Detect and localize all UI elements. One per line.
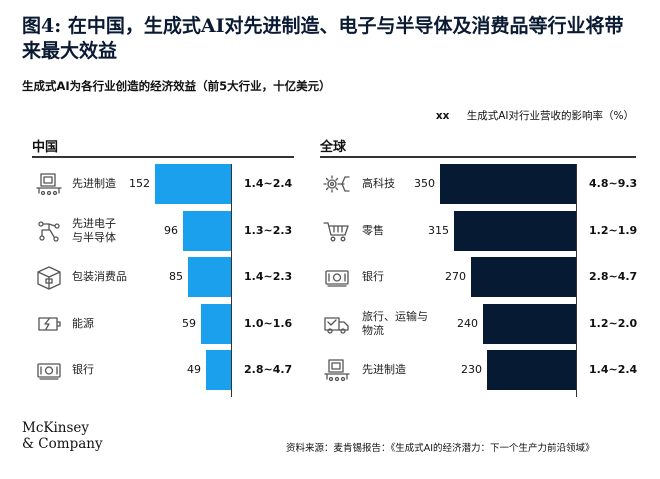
legend-marker: xx	[435, 110, 450, 122]
bar	[155, 164, 231, 204]
legend-text: 生成式AI对行业营收的影响率（%）	[466, 110, 634, 122]
impact-range-label: 1.4~2.3	[244, 270, 293, 283]
bar	[471, 257, 576, 297]
panel-rule	[320, 156, 636, 158]
package-icon	[34, 264, 64, 290]
chart-title: 图4: 在中国，生成式AI对先进制造、电子与半导体及消费品等行业将带来最大效益	[22, 15, 624, 62]
bank-icon	[34, 357, 64, 383]
impact-range-label: 1.4~2.4	[589, 363, 638, 376]
category-label: 先进制造	[72, 177, 116, 190]
bar-value-label: 49	[187, 363, 201, 376]
bar-value-label: 59	[182, 316, 196, 330]
bar	[201, 303, 231, 344]
bar	[440, 164, 576, 204]
bar	[183, 210, 231, 251]
manufacturing-icon	[34, 171, 64, 197]
bar	[188, 257, 231, 297]
bank-icon	[322, 264, 352, 290]
category-label: 包装消费品	[72, 270, 127, 283]
bar-value-label: 152	[129, 177, 150, 190]
bar-value-label: 350	[414, 177, 435, 190]
cart-icon	[322, 218, 352, 244]
panel-rule	[32, 156, 294, 158]
bar-value-label: 315	[428, 223, 449, 237]
energy-icon	[34, 311, 64, 337]
category-label: 零售	[362, 223, 384, 237]
category-label: 先进制造	[362, 363, 406, 376]
circuit-icon	[34, 218, 64, 244]
panel-title: 全球	[320, 140, 347, 155]
impact-range-label: 1.4~2.4	[244, 177, 293, 190]
bar	[487, 350, 576, 390]
category-label: 银行	[72, 363, 94, 376]
truck-icon	[322, 311, 352, 337]
bar-value-label: 230	[461, 363, 482, 376]
impact-range-label: 1.3~2.3	[244, 223, 293, 237]
mckinsey-logo: McKinsey & Company	[22, 420, 103, 452]
logo-line-2: & Company	[22, 436, 103, 452]
impact-range-label: 1.0~1.6	[244, 316, 293, 330]
manufacturing-icon	[322, 357, 352, 383]
category-label: 高科技	[362, 177, 395, 190]
bar-value-label: 96	[164, 223, 178, 237]
source-note: 资料来源：麦肯锡报告：《生成式AI的经济潜力：下一个生产力前沿领域》	[286, 443, 595, 454]
category-label: 先进电子 与半导体	[72, 216, 116, 244]
impact-range-label: 4.8~9.3	[589, 177, 638, 190]
impact-range-label: 1.2~1.9	[589, 223, 638, 237]
impact-range-label: 2.8~4.7	[589, 270, 638, 283]
bar	[206, 350, 231, 390]
impact-range-label: 1.2~2.0	[589, 316, 638, 330]
logo-line-1: McKinsey	[22, 420, 90, 436]
category-label: 旅行、运输与 物流	[362, 309, 428, 337]
legend: xx 生成式AI对行业营收的影响率（%）	[436, 108, 634, 123]
chart-subtitle: 生成式AI为各行业创造的经济效益（前5大行业，十亿美元）	[22, 79, 331, 93]
bar	[454, 210, 576, 251]
category-label: 能源	[72, 316, 94, 330]
bar-value-label: 85	[169, 270, 183, 283]
bar	[483, 303, 576, 344]
impact-range-label: 2.8~4.7	[244, 363, 293, 376]
bar-baseline	[231, 164, 232, 397]
panel-title: 中国	[32, 140, 59, 155]
bar-value-label: 240	[457, 316, 478, 330]
hightech-icon	[322, 171, 352, 197]
category-label: 银行	[362, 270, 384, 283]
bar-value-label: 270	[445, 270, 466, 283]
bar-baseline	[576, 164, 577, 397]
